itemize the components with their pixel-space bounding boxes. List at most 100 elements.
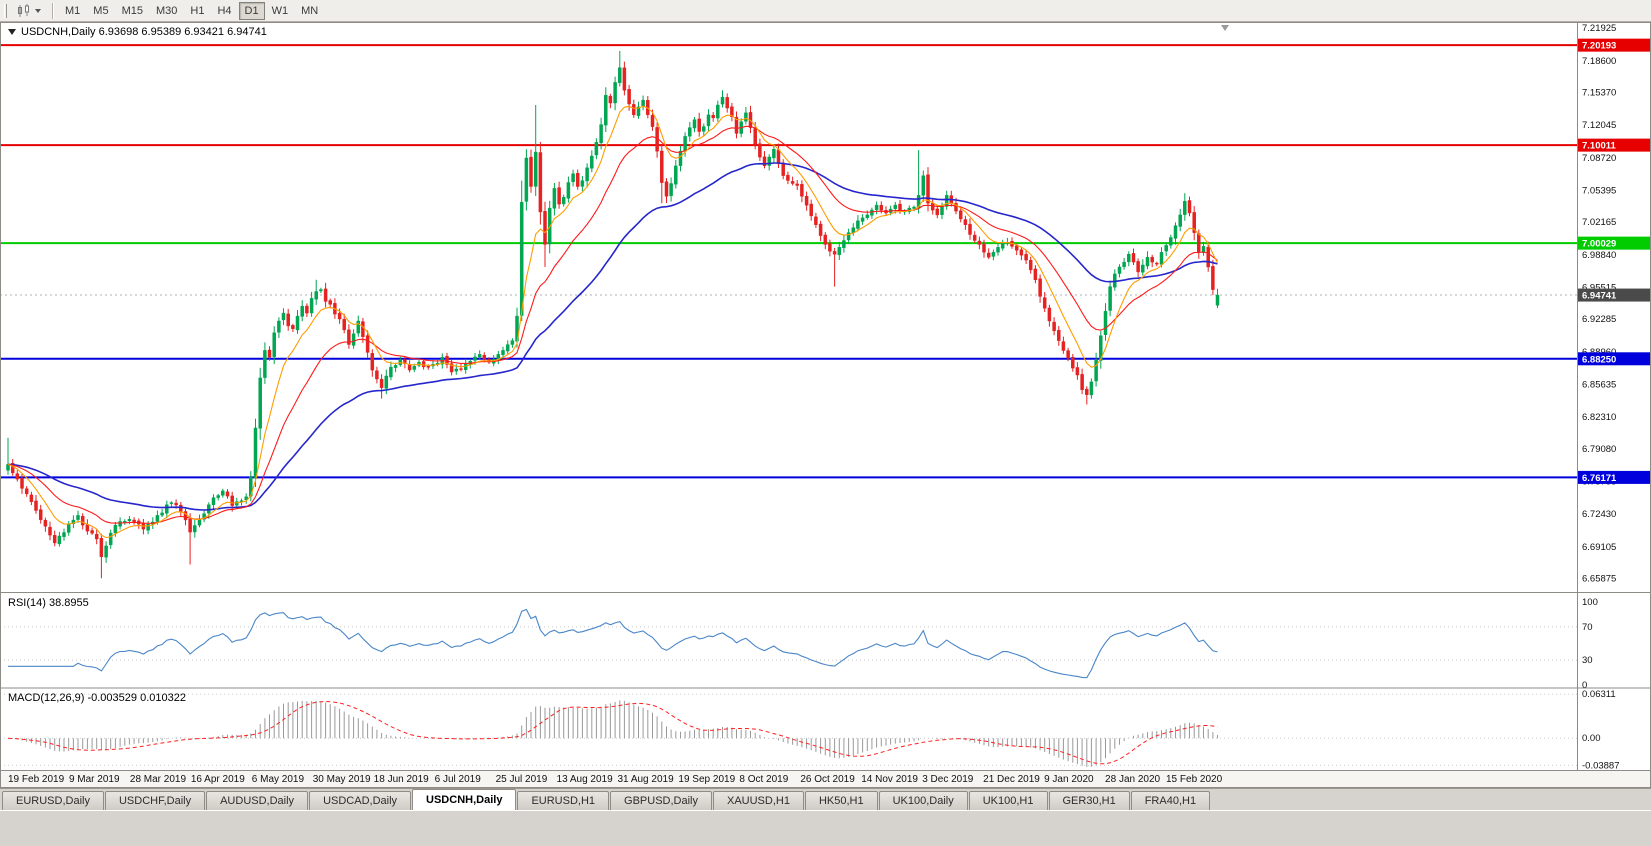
- level-badge-7.00029-bg: [1578, 236, 1650, 250]
- x-axis-label: 15 Feb 2020: [1166, 774, 1223, 785]
- y-axis-tick-label: 6.95515: [1582, 282, 1616, 293]
- chart-tab-audusd-daily[interactable]: AUDUSD,Daily: [206, 791, 309, 810]
- y-axis-tick-label: 6.85635: [1582, 379, 1616, 390]
- up-candle-bodies: [6, 67, 1220, 558]
- current-price-badge-bg: [1578, 288, 1650, 302]
- y-axis-tick-label: 6.65875: [1582, 573, 1616, 584]
- level-badge-7.20193: 7.20193: [1578, 38, 1650, 52]
- level-badge-7.10011: 7.10011: [1578, 138, 1650, 152]
- y-axis-tick-label: 7.18600: [1582, 56, 1616, 67]
- level-badge-7.00029-label: 7.00029: [1582, 239, 1616, 250]
- x-axis: 19 Feb 2019 9 Mar 2019 28 Mar 2019 16 Apr 2…: [8, 774, 1223, 785]
- y-axis-tick-label: 6.98840: [1582, 250, 1616, 261]
- x-axis-label: 26 Oct 2019: [800, 774, 855, 785]
- timeframe-button-m30[interactable]: M30: [155, 4, 178, 17]
- chart-ohlc-legend: USDCNH,Daily 6.93698 6.95389 6.93421 6.9…: [8, 26, 267, 38]
- timeframe-button-d1[interactable]: D1: [238, 1, 265, 20]
- rsi-axis-label: 30: [1582, 655, 1593, 666]
- chart-tab-fra40-h1[interactable]: FRA40,H1: [1130, 791, 1211, 810]
- y-axis-tick-label: 7.15370: [1582, 88, 1616, 99]
- timeframe-button-h4[interactable]: H4: [217, 4, 232, 17]
- y-axis-tick-label: 7.08720: [1582, 153, 1616, 164]
- level-badge-6.88250: 6.88250: [1578, 352, 1650, 366]
- x-axis-label: 16 Apr 2019: [191, 774, 245, 785]
- toolbar-grip[interactable]: [4, 3, 7, 18]
- date-axis-background: [0, 770, 1651, 788]
- x-axis-label: 9 Jan 2020: [1044, 774, 1094, 785]
- status-strip: [0, 810, 1651, 846]
- level-badge-7.10011-bg: [1578, 138, 1650, 152]
- x-axis-label: 30 May 2019: [313, 774, 371, 785]
- x-axis-label: 31 Aug 2019: [617, 774, 674, 785]
- x-axis-label: 19 Sep 2019: [678, 774, 735, 785]
- rsi-axis-label: 0: [1582, 680, 1587, 691]
- y-axis-tick-label: 7.02165: [1582, 217, 1616, 228]
- x-axis-label: 8 Oct 2019: [739, 774, 788, 785]
- chart-tab-gbpusd-daily[interactable]: GBPUSD,Daily: [610, 791, 712, 810]
- candlestick-glyph: [18, 3, 29, 17]
- rsi-line: [8, 608, 1218, 679]
- x-axis-label: 21 Dec 2019: [983, 774, 1040, 785]
- price-chart-svg[interactable]: 7.21925 7.18600 7.15370 7.12045 7.08720 7.053…: [0, 22, 1651, 788]
- chart-tab-hk50-h1[interactable]: HK50,H1: [804, 791, 878, 810]
- macd-axis-label: 0.06311: [1582, 689, 1616, 700]
- current-price-badge: 6.94741: [1578, 288, 1650, 302]
- x-axis-label: 19 Feb 2019: [8, 774, 65, 785]
- rsi-legend: RSI(14) 38.8955: [8, 597, 89, 609]
- ma-50-line: [7, 162, 1218, 511]
- level-badge-7.20193-label: 7.20193: [1582, 41, 1616, 52]
- timeframes-toolbar: M1 M5 M15 M30 H1 H4 D1 W1 MN: [0, 0, 1651, 22]
- chart-tab-usdcnh-daily[interactable]: USDCNH,Daily: [412, 789, 517, 810]
- chart-ohlc-text: USDCNH,Daily 6.93698 6.95389 6.93421 6.9…: [21, 26, 267, 38]
- rsi-axis-label: 100: [1582, 597, 1598, 608]
- macd-legend: MACD(12,26,9) -0.003529 0.010322: [8, 692, 186, 704]
- y-axis-tick-label: 6.92285: [1582, 314, 1616, 325]
- chart-tab-eurusd-h1[interactable]: EURUSD,H1: [517, 791, 610, 810]
- chart-tab-usdchf-daily[interactable]: USDCHF,Daily: [104, 791, 206, 810]
- x-axis-label: 28 Mar 2019: [130, 774, 187, 785]
- symbol-dropdown-icon[interactable]: [8, 29, 16, 35]
- y-axis-tick-label: 7.21925: [1582, 23, 1616, 34]
- chart-tab-ger30-h1[interactable]: GER30,H1: [1048, 791, 1130, 810]
- y-axis-tick-label: 6.69105: [1582, 542, 1616, 553]
- x-axis-label: 14 Nov 2019: [861, 774, 918, 785]
- level-badge-6.88250-bg: [1578, 352, 1650, 366]
- rsi-axis-label: 70: [1582, 622, 1593, 633]
- toolbar-separator: [52, 2, 53, 19]
- chart-region: 7.21925 7.18600 7.15370 7.12045 7.08720 7.053…: [0, 22, 1651, 788]
- chart-shift-marker: [1221, 25, 1229, 31]
- chart-tab-uk100-h1[interactable]: UK100,H1: [968, 791, 1048, 810]
- x-axis-label: 18 Jun 2019: [374, 774, 429, 785]
- timeframe-button-h1[interactable]: H1: [190, 4, 205, 17]
- rsi-panel: 100 70 30 0: [0, 597, 1598, 691]
- level-badge-7.20193-bg: [1578, 38, 1650, 52]
- level-badge-6.88250-label: 6.88250: [1582, 354, 1616, 365]
- x-axis-label: 6 Jul 2019: [435, 774, 482, 785]
- x-axis-label: 6 May 2019: [252, 774, 305, 785]
- chart-tab-usdcad-daily[interactable]: USDCAD,Daily: [309, 791, 412, 810]
- level-badge-7.10011-label: 7.10011: [1582, 141, 1617, 152]
- current-price-badge-label: 6.94741: [1582, 291, 1617, 302]
- macd-histogram: [12, 700, 1218, 767]
- x-axis-label: 25 Jul 2019: [496, 774, 548, 785]
- timeframe-button-m5[interactable]: M5: [93, 4, 109, 17]
- chart-tab-uk100-daily[interactable]: UK100,Daily: [878, 791, 968, 810]
- down-candle-bodies: [10, 67, 1215, 557]
- x-axis-label: 28 Jan 2020: [1105, 774, 1160, 785]
- chart-tab-bar: EURUSD,Daily USDCHF,Daily AUDUSD,Daily USDC…: [0, 788, 1651, 810]
- macd-axis-label: 0.00: [1582, 733, 1601, 744]
- x-axis-label: 9 Mar 2019: [69, 774, 120, 785]
- timeframe-button-w1[interactable]: W1: [271, 4, 289, 17]
- macd-panel: 0.06311 0.00 -0.03887: [0, 689, 1620, 771]
- timeframe-button-m1[interactable]: M1: [65, 4, 81, 17]
- y-axis-tick-label: 6.79080: [1582, 444, 1616, 455]
- chart-tab-xauusd-h1[interactable]: XAUUSD,H1: [712, 791, 804, 810]
- x-axis-label: 13 Aug 2019: [557, 774, 614, 785]
- ma-8-line: [7, 105, 1218, 539]
- chevron-down-icon: [35, 8, 41, 13]
- macd-signal-line: [7, 700, 1218, 765]
- chart-tab-eurusd-daily[interactable]: EURUSD,Daily: [2, 791, 104, 810]
- chart-type-icon[interactable]: [13, 3, 44, 19]
- timeframe-button-m15[interactable]: M15: [121, 4, 143, 17]
- timeframe-button-mn[interactable]: MN: [301, 4, 319, 17]
